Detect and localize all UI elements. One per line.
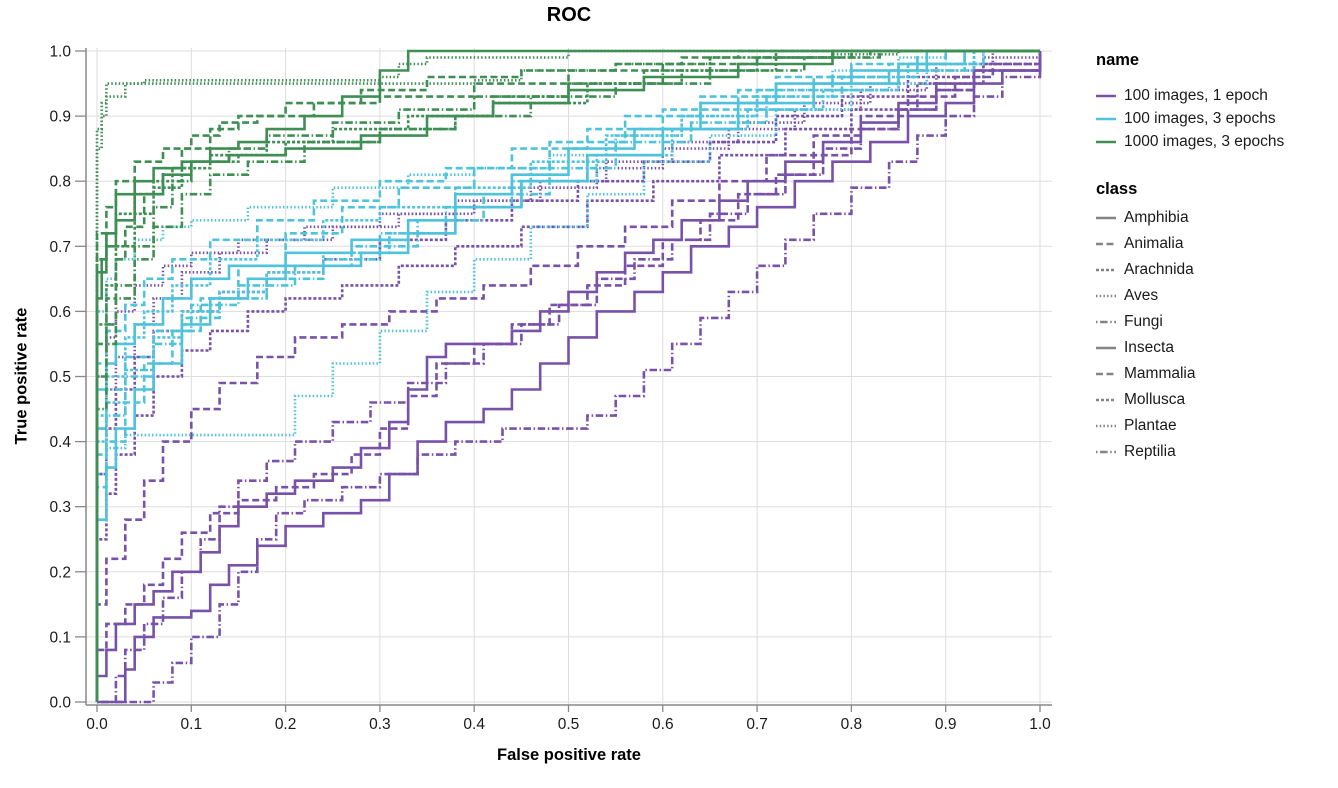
roc-curve [95, 49, 1040, 702]
legend-swatch [1096, 450, 1116, 454]
legend-item-label: Plantae [1124, 417, 1177, 434]
legend-item-label: Insecta [1124, 339, 1174, 356]
legend-swatch [1096, 346, 1116, 350]
x-tick-label: 0.6 [652, 716, 674, 733]
legend-swatch [1096, 294, 1116, 298]
y-tick-label: 0.0 [49, 695, 71, 712]
legend: name 100 images, 1 epoch 100 images, 3 ep… [1096, 50, 1336, 465]
roc-curve [95, 49, 1040, 702]
legend-item: Animalia [1096, 231, 1336, 257]
x-tick-label: 0.8 [841, 716, 863, 733]
y-tick-label: 0.8 [49, 174, 71, 191]
legend-item: Aves [1096, 283, 1336, 309]
y-tick-label: 0.1 [49, 629, 71, 646]
x-tick-label: 0.1 [181, 716, 203, 733]
roc-curve [95, 51, 1042, 702]
x-tick-label: 1.0 [1029, 716, 1051, 733]
legend-swatch [1096, 242, 1116, 246]
roc-curve [97, 51, 1042, 704]
y-tick-label: 0.4 [49, 434, 71, 451]
legend-item: 100 images, 1 epoch [1096, 84, 1336, 107]
roc-curve [95, 49, 1040, 702]
roc-curve [95, 49, 1040, 702]
legend-item: Insecta [1096, 335, 1336, 361]
roc-curve [95, 49, 1040, 702]
legend-item-label: Fungi [1124, 313, 1163, 330]
legend-item-label: Aves [1124, 287, 1159, 304]
roc-curve [95, 49, 1040, 702]
legend-swatch [1096, 372, 1116, 376]
legend-item-label: Mammalia [1124, 365, 1196, 382]
y-tick-label: 0.3 [49, 499, 71, 516]
legend-item-label: Animalia [1124, 235, 1184, 252]
legend-swatch [1096, 268, 1116, 272]
roc-curve [95, 49, 1040, 702]
legend-item-label: Arachnida [1124, 261, 1194, 278]
legend-item: Reptilia [1096, 439, 1336, 465]
roc-curve [95, 49, 1040, 702]
legend-item-label: Mollusca [1124, 391, 1186, 408]
legend-class-items: Amphibia Animalia Arachnida Aves Fungi Insect… [1096, 205, 1336, 465]
roc-curve [97, 51, 1042, 704]
roc-curve [95, 49, 1040, 702]
y-tick-label: 1.0 [49, 44, 71, 61]
roc-curve [95, 51, 1042, 702]
x-tick-label: 0.7 [746, 716, 768, 733]
legend-item: Plantae [1096, 413, 1336, 439]
legend-item: Amphibia [1096, 205, 1336, 231]
x-tick-label: 0.2 [275, 716, 297, 733]
legend-item: 100 images, 3 epochs [1096, 107, 1336, 130]
legend-swatch [1096, 398, 1116, 402]
legend-name-items: 100 images, 1 epoch 100 images, 3 epochs 1… [1096, 84, 1336, 153]
x-tick-label: 0.5 [558, 716, 580, 733]
y-tick-label: 0.9 [49, 109, 71, 126]
y-tick-label: 0.6 [49, 304, 71, 321]
legend-item-label: 1000 images, 3 epochs [1124, 132, 1285, 150]
legend-swatch [1096, 94, 1116, 97]
x-tick-label: 0.9 [935, 716, 957, 733]
legend-item: Arachnida [1096, 257, 1336, 283]
x-tick-label: 0.3 [369, 716, 391, 733]
x-tick-label: 0.4 [463, 716, 485, 733]
roc-curve [95, 49, 1040, 702]
roc-curve [97, 51, 1042, 704]
roc-curve [95, 49, 1040, 702]
legend-item: 1000 images, 3 epochs [1096, 130, 1336, 153]
legend-swatch [1096, 216, 1116, 220]
legend-swatch [1096, 117, 1116, 120]
x-tick-label: 0.0 [86, 716, 108, 733]
roc-curve [95, 49, 1040, 702]
y-tick-label: 0.2 [49, 564, 71, 581]
chart-title: ROC [546, 4, 592, 26]
legend-swatch [1096, 320, 1116, 324]
legend-item-label: Amphibia [1124, 209, 1189, 226]
y-tick-label: 0.7 [49, 239, 71, 256]
roc-curve [95, 49, 1040, 702]
roc-curve [95, 49, 1040, 702]
roc-curve [95, 49, 1040, 702]
roc-curve [95, 49, 1040, 702]
x-axis-title: False positive rate [497, 746, 641, 764]
legend-class-header: class [1096, 180, 1138, 198]
y-tick-label: 0.5 [49, 369, 71, 386]
legend-swatch [1096, 140, 1116, 143]
y-axis-title: True positive rate [12, 307, 31, 445]
legend-item-label: 100 images, 3 epochs [1124, 109, 1276, 127]
legend-item: Fungi [1096, 309, 1336, 335]
legend-name-header: name [1096, 51, 1140, 69]
legend-item-label: Reptilia [1124, 443, 1176, 460]
legend-item: Mammalia [1096, 361, 1336, 387]
roc-curve [95, 51, 1042, 702]
roc-curve [95, 51, 1042, 702]
legend-item-label: 100 images, 1 epoch [1124, 86, 1268, 104]
legend-swatch [1096, 424, 1116, 428]
legend-item: Mollusca [1096, 387, 1336, 413]
roc-curve [95, 49, 1040, 702]
